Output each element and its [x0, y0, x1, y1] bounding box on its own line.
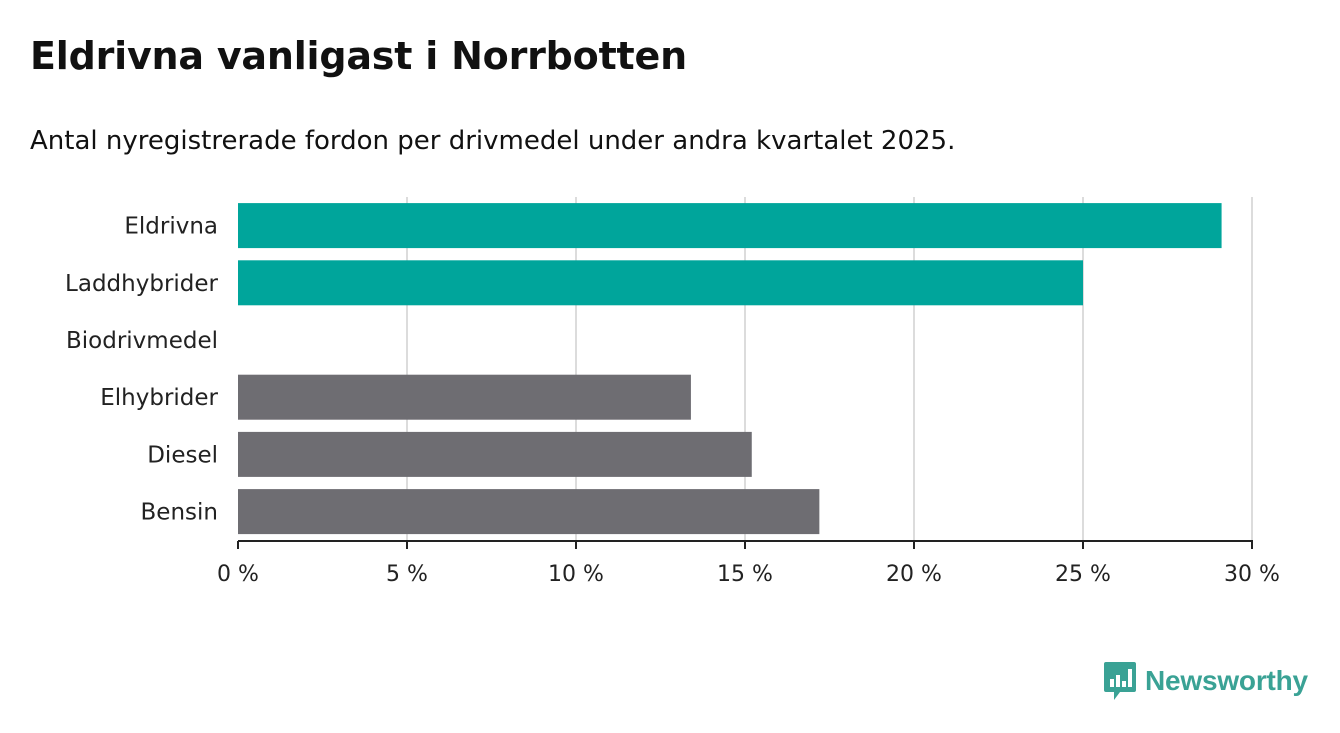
category-label: Bensin [141, 500, 218, 526]
bar-diesel [238, 431, 752, 477]
chart-subtitle: Antal nyregistrerade fordon per drivmede… [30, 126, 956, 156]
x-tick-label: 5 % [386, 562, 428, 587]
x-tick-label: 30 % [1224, 562, 1280, 587]
bar-bensin [238, 489, 820, 535]
bar-elhybrider [238, 374, 691, 420]
category-label: Biodrivmedel [66, 328, 218, 354]
x-tick-label: 20 % [886, 562, 942, 587]
x-tick-label: 0 % [217, 562, 259, 587]
bar-eldrivna [238, 203, 1222, 249]
category-label: Laddhybrider [65, 271, 218, 297]
bar-laddhybrider [238, 260, 1083, 306]
x-tick-label: 10 % [548, 562, 604, 587]
category-label: Diesel [147, 442, 218, 468]
chart-title: Eldrivna vanligast i Norrbotten [30, 34, 687, 78]
brand-name: Newsworthy [1145, 665, 1308, 696]
category-label: Eldrivna [124, 214, 218, 240]
x-tick-label: 15 % [717, 562, 773, 587]
newsworthy-logo-icon [1104, 662, 1136, 700]
brand-logo: Newsworthy [1103, 661, 1308, 701]
x-tick-label: 25 % [1055, 562, 1111, 587]
category-label: Elhybrider [100, 385, 218, 411]
